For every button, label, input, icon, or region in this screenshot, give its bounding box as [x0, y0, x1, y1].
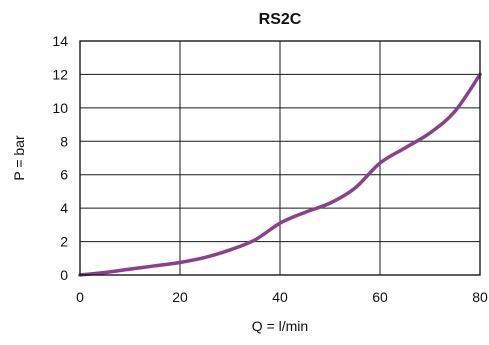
y-tick-label: 6	[60, 167, 68, 183]
y-tick-label: 14	[52, 33, 68, 49]
grid	[80, 41, 480, 275]
x-tick-label: 0	[76, 289, 84, 305]
x-tick-label: 40	[272, 289, 288, 305]
y-tick-label: 0	[60, 267, 68, 283]
chart-title: RS2C	[259, 11, 302, 28]
plot-frame	[79, 40, 481, 276]
y-tick-label: 10	[52, 100, 68, 116]
series-line	[78, 72, 482, 277]
x-axis-label: Q = l/min	[252, 318, 308, 334]
y-tick-label: 8	[60, 133, 68, 149]
series-layer	[78, 72, 482, 277]
x-axis-ticks: 0 20 40 60 80	[76, 289, 488, 305]
y-tick-label: 12	[52, 66, 68, 82]
y-tick-label: 2	[60, 234, 68, 250]
x-tick-label: 60	[372, 289, 388, 305]
y-axis-ticks: 0 2 4 6 8 10 12 14	[52, 33, 68, 283]
y-axis-label: P = bar	[11, 135, 27, 181]
y-tick-label: 4	[60, 200, 68, 216]
x-tick-label: 20	[172, 289, 188, 305]
x-tick-label: 80	[472, 289, 488, 305]
